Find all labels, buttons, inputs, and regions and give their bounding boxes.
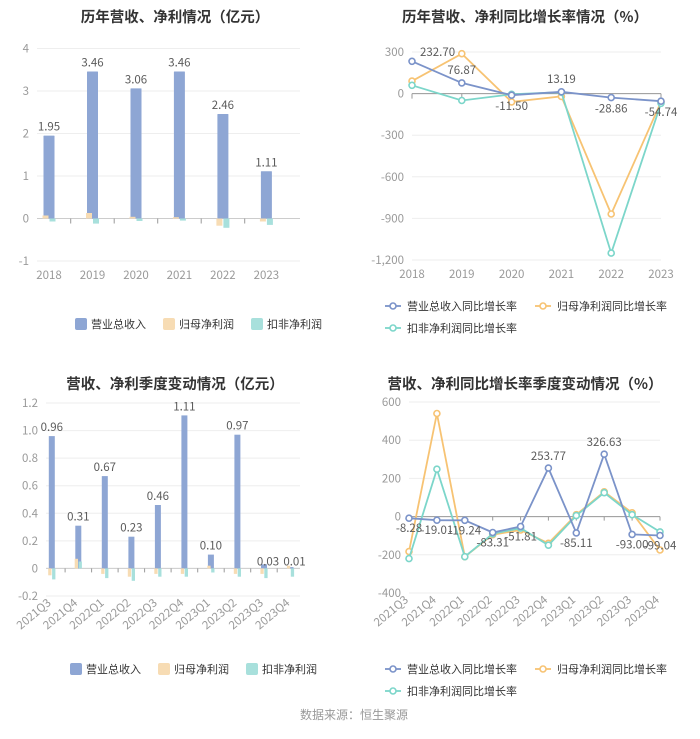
- svg-text:营业总收入: 营业总收入: [86, 661, 141, 677]
- svg-text:扣非净利润: 扣非净利润: [262, 661, 317, 677]
- svg-text:0.2: 0.2: [22, 533, 38, 549]
- svg-text:3.46: 3.46: [81, 55, 103, 71]
- svg-text:扣非净利润同比增长率: 扣非净利润同比增长率: [407, 683, 517, 699]
- svg-text:营收、净利同比增长率季度变动情况（%）: 营收、净利同比增长率季度变动情况（%）: [388, 373, 663, 394]
- svg-text:2019: 2019: [80, 267, 106, 283]
- svg-text:232.70: 232.70: [420, 44, 455, 60]
- svg-text:0.96: 0.96: [41, 419, 63, 435]
- svg-text:1.0: 1.0: [22, 423, 38, 439]
- svg-text:归母净利润同比增长率: 归母净利润同比增长率: [557, 298, 667, 314]
- svg-text:-11.50: -11.50: [495, 98, 528, 114]
- svg-text:2023: 2023: [648, 266, 674, 282]
- svg-text:600: 600: [382, 394, 401, 410]
- svg-text:300: 300: [385, 44, 404, 60]
- svg-text:2018: 2018: [399, 266, 425, 282]
- svg-text:400: 400: [382, 432, 401, 448]
- svg-text:0.6: 0.6: [22, 478, 38, 494]
- svg-text:-85.11: -85.11: [560, 535, 593, 551]
- svg-text:扣非净利润同比增长率: 扣非净利润同比增长率: [407, 320, 517, 336]
- svg-text:-900: -900: [381, 210, 404, 226]
- svg-text:扣非净利润: 扣非净利润: [267, 316, 322, 332]
- svg-text:-54.74: -54.74: [645, 104, 678, 120]
- svg-text:1.11: 1.11: [255, 154, 277, 170]
- svg-text:0.97: 0.97: [226, 418, 248, 434]
- svg-text:归母净利润同比增长率: 归母净利润同比增长率: [557, 661, 667, 677]
- svg-text:营业总收入: 营业总收入: [91, 316, 146, 332]
- svg-text:76.87: 76.87: [447, 62, 476, 78]
- svg-text:2019: 2019: [449, 266, 475, 282]
- svg-text:3.46: 3.46: [168, 55, 190, 71]
- svg-text:2020: 2020: [499, 266, 525, 282]
- svg-text:2022: 2022: [598, 266, 624, 282]
- svg-text:0: 0: [398, 86, 404, 102]
- svg-text:2022: 2022: [210, 267, 236, 283]
- svg-text:0.03: 0.03: [257, 553, 279, 569]
- svg-text:0.01: 0.01: [283, 553, 305, 569]
- svg-text:-1: -1: [19, 253, 29, 269]
- svg-text:2020: 2020: [123, 267, 149, 283]
- svg-text:0.46: 0.46: [147, 488, 169, 504]
- svg-text:-99.04: -99.04: [644, 538, 677, 554]
- svg-text:0.67: 0.67: [94, 459, 116, 475]
- svg-text:历年营收、净利情况（亿元）: 历年营收、净利情况（亿元）: [81, 6, 270, 27]
- svg-text:0.10: 0.10: [200, 538, 222, 554]
- svg-text:-28.86: -28.86: [595, 101, 628, 117]
- svg-text:-200: -200: [378, 547, 401, 563]
- svg-text:3: 3: [23, 83, 29, 99]
- svg-text:0: 0: [32, 560, 38, 576]
- svg-text:-600: -600: [381, 169, 404, 185]
- svg-text:2021: 2021: [167, 267, 193, 283]
- svg-text:-8.28: -8.28: [396, 520, 422, 536]
- svg-text:营收、净利季度变动情况（亿元）: 营收、净利季度变动情况（亿元）: [66, 373, 284, 394]
- svg-text:253.77: 253.77: [531, 448, 566, 464]
- svg-text:2021: 2021: [549, 266, 575, 282]
- svg-text:1.2: 1.2: [22, 395, 38, 411]
- svg-text:0.4: 0.4: [22, 505, 39, 521]
- svg-text:13.19: 13.19: [547, 71, 576, 87]
- svg-text:-300: -300: [381, 127, 404, 143]
- svg-text:历年营收、净利同比增长率情况（%）: 历年营收、净利同比增长率情况（%）: [402, 6, 648, 27]
- svg-text:0: 0: [23, 211, 29, 227]
- svg-text:3.06: 3.06: [125, 71, 147, 87]
- svg-text:0.8: 0.8: [22, 450, 38, 466]
- svg-text:归母净利润: 归母净利润: [174, 661, 229, 677]
- svg-text:0.31: 0.31: [67, 509, 89, 525]
- svg-text:1.11: 1.11: [173, 398, 195, 414]
- svg-text:2023: 2023: [254, 267, 280, 283]
- svg-text:归母净利润: 归母净利润: [179, 316, 234, 332]
- svg-text:1: 1: [23, 168, 29, 184]
- svg-text:4: 4: [23, 41, 30, 57]
- svg-text:0.23: 0.23: [120, 520, 142, 536]
- svg-text:营业总收入同比增长率: 营业总收入同比增长率: [407, 298, 517, 314]
- svg-text:-51.81: -51.81: [504, 529, 537, 545]
- svg-text:2: 2: [23, 126, 29, 142]
- svg-text:2.46: 2.46: [212, 97, 234, 113]
- svg-text:2018: 2018: [36, 267, 62, 283]
- svg-text:200: 200: [382, 470, 401, 486]
- svg-text:326.63: 326.63: [587, 434, 622, 450]
- svg-text:1.95: 1.95: [38, 119, 60, 135]
- svg-text:营业总收入同比增长率: 营业总收入同比增长率: [407, 661, 517, 677]
